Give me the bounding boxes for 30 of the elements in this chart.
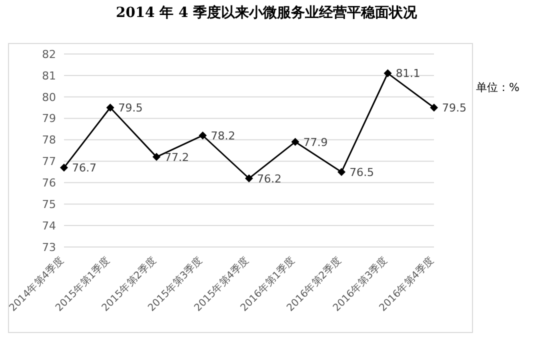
y-tick-label: 80 xyxy=(42,90,56,104)
point xyxy=(245,174,253,182)
y-tick-label: 81 xyxy=(42,69,56,82)
y-tick-label: 76 xyxy=(42,176,56,190)
y-tick-label: 79 xyxy=(42,112,56,126)
y-tick-label: 73 xyxy=(42,240,56,254)
data-label: 79.5 xyxy=(118,102,143,115)
point xyxy=(106,104,114,112)
point xyxy=(430,104,438,112)
data-label: 76.5 xyxy=(350,166,374,179)
data-label: 76.2 xyxy=(257,172,282,186)
y-tick-label: 74 xyxy=(42,219,56,232)
point xyxy=(384,69,392,78)
data-label: 76.7 xyxy=(72,162,96,175)
data-label: 77.2 xyxy=(164,150,189,164)
y-tick-label: 75 xyxy=(42,198,56,212)
y-tick-label: 77 xyxy=(42,155,56,168)
text: 单位：% xyxy=(476,80,520,95)
data-label: 77.9 xyxy=(303,136,328,149)
point xyxy=(198,131,207,140)
point xyxy=(338,168,346,176)
y-tick-label: 82 xyxy=(42,48,56,61)
chart-title: 2014 年 4 季度以来小微服务业经营平稳面状况 xyxy=(114,4,418,22)
point xyxy=(152,152,160,161)
data-label: 81.1 xyxy=(396,67,420,80)
point xyxy=(60,164,68,172)
point xyxy=(291,138,300,146)
data-label: 78.2 xyxy=(210,129,236,142)
y-tick-label: 78 xyxy=(42,134,56,147)
data-label: 79.5 xyxy=(442,102,466,115)
